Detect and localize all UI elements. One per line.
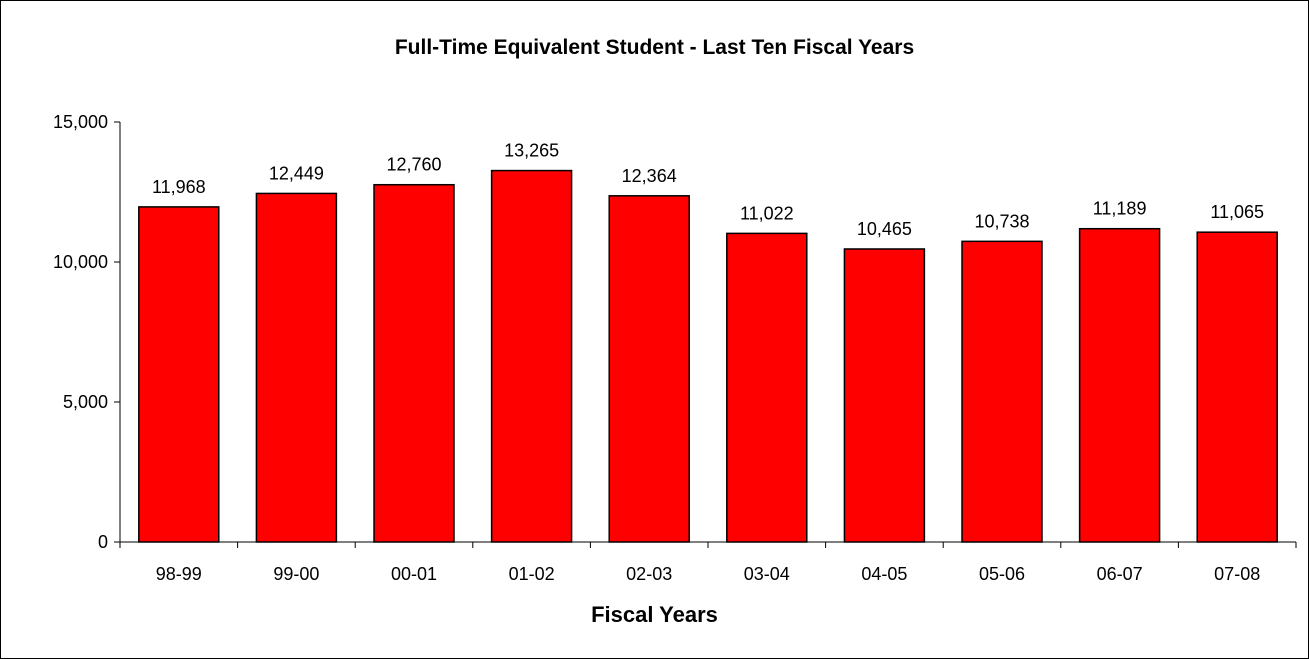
x-tick-label: 03-04 [744, 564, 790, 584]
data-label: 10,465 [857, 219, 912, 239]
bar-03-04 [726, 232, 808, 543]
bar-07-08 [1196, 231, 1278, 543]
data-label: 12,364 [622, 166, 677, 186]
y-tick-label: 5,000 [63, 392, 108, 412]
bar-05-06 [961, 240, 1043, 543]
bar-04-05 [843, 248, 926, 543]
x-tick-label: 98-99 [156, 564, 202, 584]
x-tick-label: 02-03 [626, 564, 672, 584]
x-tick-label: 07-08 [1214, 564, 1260, 584]
data-label: 11,065 [1210, 202, 1264, 222]
x-tick-label: 00-01 [391, 564, 437, 584]
y-tick-label: 10,000 [53, 252, 108, 272]
bar-02-03 [608, 195, 690, 543]
chart-title: Full-Time Equivalent Student - Last Ten … [394, 36, 915, 59]
data-label: 12,449 [269, 163, 324, 183]
x-tick-label: 06-07 [1097, 564, 1143, 584]
data-label: 10,738 [974, 211, 1029, 231]
x-tick-label: 01-02 [509, 564, 555, 584]
bar-06-07 [1078, 227, 1161, 543]
y-tick-label: 0 [98, 532, 108, 552]
y-tick-label: 15,000 [53, 112, 108, 132]
x-tick-label: 04-05 [861, 564, 907, 584]
bar-00-01 [373, 183, 455, 543]
data-label: 11,968 [152, 177, 206, 197]
bar-01-02 [490, 169, 573, 543]
bar-99-00 [255, 192, 338, 543]
data-label: 11,189 [1093, 199, 1147, 219]
x-axis-title: Fiscal Years [591, 602, 718, 627]
data-label: 13,265 [504, 141, 559, 161]
x-tick-label: 05-06 [979, 564, 1025, 584]
bar-98-99 [138, 206, 220, 543]
x-tick-label: 99-00 [273, 564, 319, 584]
data-label: 12,760 [386, 155, 441, 175]
data-label: 11,022 [740, 203, 794, 223]
